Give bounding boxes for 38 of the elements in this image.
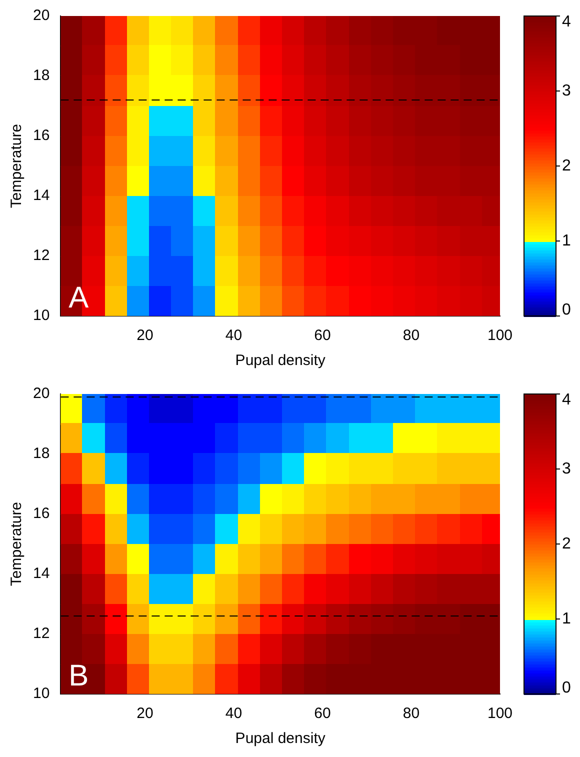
x-tick-label: 100 bbox=[487, 705, 513, 722]
annotation: A bbox=[68, 281, 89, 314]
x-tick-label: 60 bbox=[314, 705, 331, 722]
color-bar-label: 0 bbox=[562, 679, 571, 696]
y-tick-label: 12 bbox=[32, 247, 50, 264]
x-tick-label: 80 bbox=[402, 705, 420, 722]
color-bar-label: 1 bbox=[562, 232, 571, 250]
y-axis-title: Temperature bbox=[8, 502, 26, 586]
x-tick-label: 100 bbox=[487, 327, 513, 344]
y-tick-label: 20 bbox=[32, 7, 50, 24]
color-bar-label: 1 bbox=[562, 610, 571, 628]
y-tick-label: 18 bbox=[32, 445, 50, 462]
y-tick-label: 20 bbox=[32, 385, 50, 402]
y-tick-label: 16 bbox=[32, 505, 50, 522]
y-tick-label: 12 bbox=[32, 625, 50, 642]
x-tick-label: 20 bbox=[136, 705, 154, 722]
x-axis-title: Pupal density bbox=[235, 352, 326, 370]
y-tick-label: 14 bbox=[32, 565, 50, 582]
annotation: B bbox=[68, 659, 89, 692]
y-tick-label: 10 bbox=[32, 307, 50, 324]
color-bar-label: 2 bbox=[562, 157, 571, 174]
color-bar-label: 0 bbox=[562, 301, 571, 318]
x-axis-title: Pupal density bbox=[235, 730, 326, 748]
x-tick-label: 80 bbox=[402, 327, 420, 344]
x-tick-label: 60 bbox=[314, 327, 331, 344]
x-tick-label: 40 bbox=[225, 705, 242, 722]
color-bar-label: 2 bbox=[562, 535, 571, 552]
y-axis-title: Temperature bbox=[8, 124, 26, 208]
y-tick-label: 10 bbox=[32, 685, 50, 702]
color-bar-label: 4 bbox=[562, 13, 571, 30]
color-bar-label: 3 bbox=[562, 460, 571, 478]
y-tick-label: 14 bbox=[32, 187, 50, 204]
color-bar-label: 3 bbox=[562, 82, 571, 100]
x-tick-label: 20 bbox=[136, 327, 154, 344]
y-tick-label: 18 bbox=[32, 67, 50, 84]
x-tick-label: 40 bbox=[225, 327, 242, 344]
color-bar-label: 4 bbox=[562, 391, 571, 408]
y-tick-label: 16 bbox=[32, 127, 50, 144]
